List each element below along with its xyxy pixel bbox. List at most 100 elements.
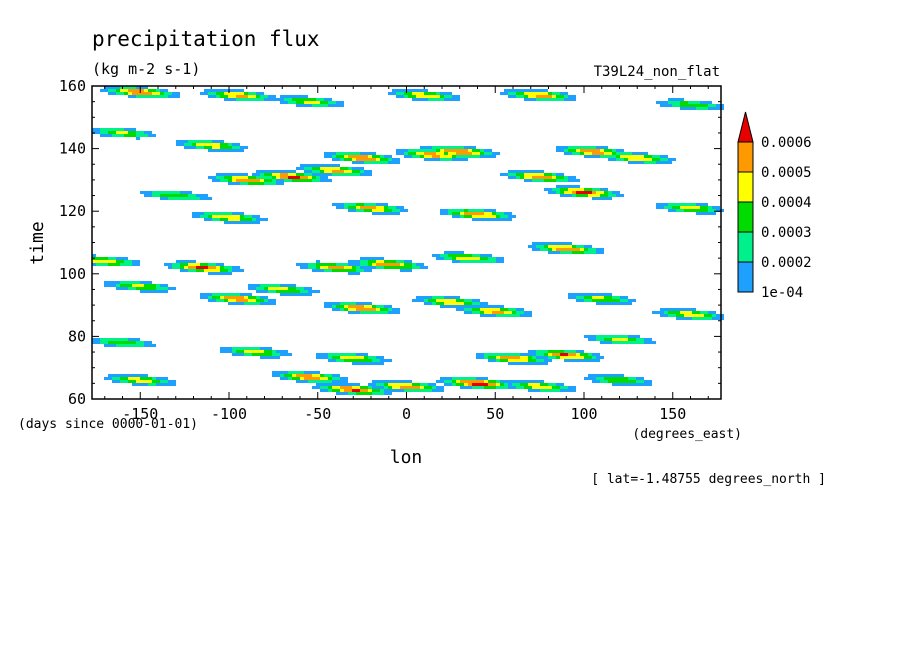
heatmap-cell <box>496 380 500 383</box>
heatmap-cell <box>332 359 336 362</box>
heatmap-cell <box>140 341 144 344</box>
heatmap-cell <box>488 386 492 389</box>
heatmap-cell <box>712 206 716 209</box>
heatmap-cell <box>656 203 660 206</box>
heatmap-cell <box>244 218 248 221</box>
heatmap-cell <box>596 188 600 191</box>
heatmap-cell <box>364 260 368 263</box>
heatmap-cell <box>720 314 724 317</box>
heatmap-cell <box>232 173 236 176</box>
heatmap-cell <box>144 341 148 344</box>
heatmap-cell <box>132 341 136 344</box>
heatmap-cell <box>508 380 512 383</box>
heatmap-cell <box>492 215 496 218</box>
heatmap-cell <box>104 341 108 344</box>
heatmap-cell <box>380 311 384 314</box>
heatmap-cell <box>292 284 296 287</box>
heatmap-cell <box>616 338 620 341</box>
heatmap-cell <box>368 383 372 386</box>
heatmap-cell <box>412 386 416 389</box>
heatmap-cell <box>444 95 448 98</box>
heatmap-cell <box>184 140 188 143</box>
heatmap-cell <box>576 299 580 302</box>
heatmap-cell <box>232 296 236 299</box>
heatmap-cell <box>508 176 512 179</box>
heatmap-cell <box>144 383 148 386</box>
heatmap-cell <box>320 353 324 356</box>
heatmap-cell <box>220 269 224 272</box>
heatmap-cell <box>96 260 100 263</box>
heatmap-cell <box>328 98 332 101</box>
heatmap-cell <box>164 194 168 197</box>
heatmap-cell <box>312 371 316 374</box>
heatmap-cell <box>596 251 600 254</box>
heatmap-cell <box>588 299 592 302</box>
heatmap-cell <box>268 302 272 305</box>
heatmap-cell <box>292 179 296 182</box>
heatmap-cell <box>148 290 152 293</box>
heatmap-cell <box>484 308 488 311</box>
heatmap-cell <box>156 191 160 194</box>
heatmap-cell <box>424 302 428 305</box>
heatmap-cell <box>348 209 352 212</box>
heatmap-cell <box>108 92 112 95</box>
heatmap-cell <box>220 263 224 266</box>
heatmap-cell <box>316 167 320 170</box>
heatmap-cell <box>432 254 436 257</box>
heatmap-cell <box>224 149 228 152</box>
heatmap-cell <box>472 146 476 149</box>
heatmap-cell <box>540 95 544 98</box>
heatmap-cell <box>248 293 252 296</box>
heatmap-cell <box>292 173 296 176</box>
heatmap-cell <box>616 155 620 158</box>
heatmap-cell <box>268 95 272 98</box>
heatmap-cell <box>448 212 452 215</box>
heatmap-cell <box>256 170 260 173</box>
heatmap-cell <box>524 386 528 389</box>
heatmap-cell <box>676 308 680 311</box>
heatmap-cell <box>128 92 132 95</box>
heatmap-cell <box>540 173 544 176</box>
latitude-note: [ lat=-1.48755 degrees_north ] <box>591 472 826 487</box>
heatmap-cell <box>644 380 648 383</box>
heatmap-cell <box>468 215 472 218</box>
heatmap-cell <box>492 383 496 386</box>
heatmap-cell <box>368 263 372 266</box>
heatmap-cell <box>144 284 148 287</box>
heatmap-cell <box>408 380 412 383</box>
heatmap-cell <box>112 134 116 137</box>
heatmap-cell <box>588 191 592 194</box>
heatmap-cell <box>348 272 352 275</box>
heatmap-cell <box>372 152 376 155</box>
heatmap-cell <box>104 89 108 92</box>
heatmap-cell <box>320 173 324 176</box>
heatmap-cell <box>340 170 344 173</box>
heatmap-cell <box>360 359 364 362</box>
heatmap-cell <box>384 383 388 386</box>
heatmap-cell <box>360 362 364 365</box>
heatmap-cell <box>688 308 692 311</box>
heatmap-cell <box>272 182 276 185</box>
heatmap-cell <box>672 98 676 101</box>
heatmap-cell <box>512 380 516 383</box>
heatmap-cell <box>148 134 152 137</box>
heatmap-cell <box>168 197 172 200</box>
heatmap-cell <box>360 302 364 305</box>
heatmap-cell <box>544 350 548 353</box>
heatmap-cell <box>596 293 600 296</box>
heatmap-cell <box>280 377 284 380</box>
heatmap-cell <box>208 266 212 269</box>
heatmap-cell <box>584 152 588 155</box>
heatmap-cell <box>136 284 140 287</box>
heatmap-cell <box>564 176 568 179</box>
heatmap-cell <box>484 302 488 305</box>
heatmap-cell <box>232 350 236 353</box>
heatmap-cell <box>308 173 312 176</box>
heatmap-cell <box>476 299 480 302</box>
heatmap-cell <box>700 317 704 320</box>
heatmap-cell <box>608 377 612 380</box>
heatmap-cell <box>240 299 244 302</box>
heatmap-cell <box>580 353 584 356</box>
heatmap-cell <box>324 164 328 167</box>
heatmap-cell <box>420 296 424 299</box>
